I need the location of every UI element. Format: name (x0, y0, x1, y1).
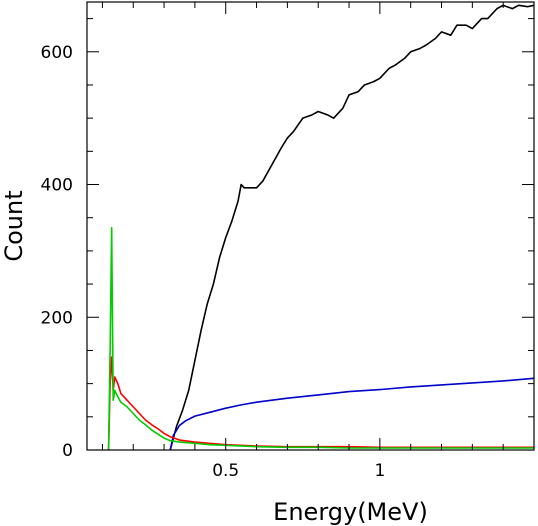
y-tick-label: 400 (41, 176, 73, 196)
x-tick-label: 1 (374, 461, 385, 481)
y-tick-label: 200 (41, 308, 73, 328)
series-line-2 (169, 377, 535, 451)
x-axis-title: Energy(MeV) (273, 498, 428, 526)
series-line-1 (169, 4, 535, 451)
tick-layer: 0.5 1 0 200 400 600 (41, 2, 535, 481)
y-tick-label: 600 (41, 43, 73, 63)
y-axis-title: Count (0, 190, 28, 261)
series-layer (107, 4, 535, 451)
series-line-4 (107, 226, 534, 451)
x-tick-label: 0.5 (212, 461, 239, 481)
plot-frame (86, 1, 535, 451)
y-tick-label: 0 (62, 441, 73, 461)
